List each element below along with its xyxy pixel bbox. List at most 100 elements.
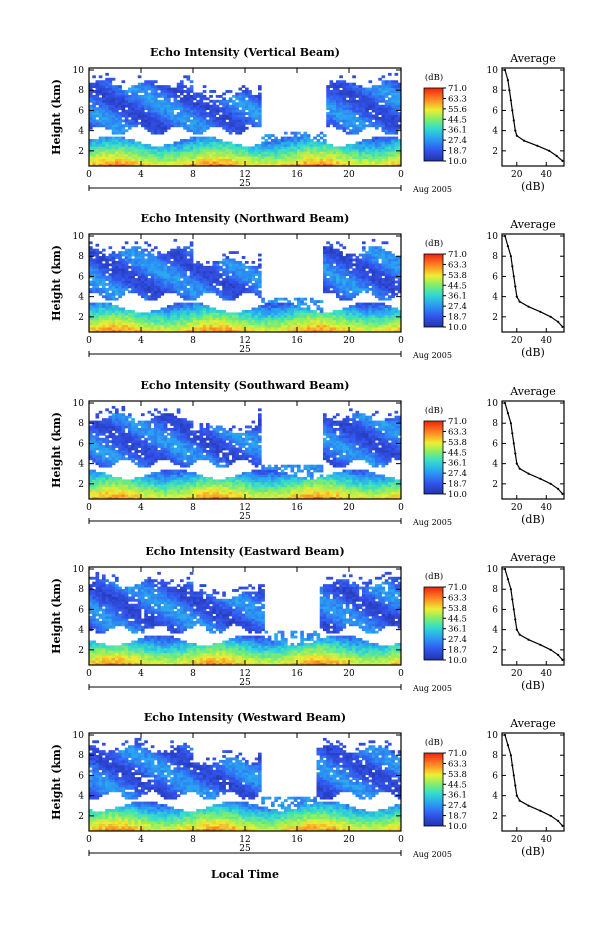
average-y-tick: 4 (492, 293, 498, 303)
colorbar-level: 10.0 (448, 157, 467, 167)
average-x-tick: 20 (511, 835, 523, 845)
average-frame (502, 733, 564, 831)
colorbar-level: 44.5 (448, 281, 467, 291)
average-point (539, 810, 541, 812)
y-tick-label: 6 (78, 106, 84, 116)
average-point (557, 654, 559, 656)
x-tick-label: 16 (291, 503, 303, 513)
average-y-tick: 8 (492, 86, 498, 96)
average-x-label: (dB) (521, 679, 545, 692)
colorbar-level: 63.3 (448, 593, 467, 603)
average-x-label: (dB) (521, 180, 545, 193)
colorbar-level: 27.4 (448, 801, 467, 811)
average-profile-line (505, 569, 563, 660)
x-tick-label: 8 (190, 170, 196, 180)
average-x-tick: 40 (541, 170, 553, 180)
average-point (507, 744, 509, 746)
average-point (528, 639, 530, 641)
average-title: Average (509, 52, 556, 65)
average-point (561, 326, 563, 328)
date-label: Aug 2005 (412, 185, 452, 194)
colorbar-level: 18.7 (448, 812, 467, 822)
average-point (561, 160, 563, 162)
panel-title: Echo Intensity (Northward Beam) (141, 212, 350, 225)
average-x-tick: 20 (511, 170, 523, 180)
y-tick-label: 6 (78, 272, 84, 282)
colorbar-level: 27.4 (448, 469, 467, 479)
heatmap-field (89, 572, 401, 665)
colorbar-level: 53.8 (448, 770, 467, 780)
average-y-tick: 6 (492, 272, 498, 282)
average-point (561, 659, 563, 661)
average-point (519, 301, 521, 303)
colorbar-level: 63.3 (448, 94, 467, 104)
average-x-label: (dB) (521, 513, 545, 526)
average-point (511, 109, 513, 111)
average-point (519, 468, 521, 470)
average-point (511, 432, 513, 434)
colorbar-level: 44.5 (448, 115, 467, 125)
average-point (523, 140, 525, 142)
x-tick-label: 0 (86, 170, 92, 180)
heatmap-field (89, 406, 401, 500)
average-x-tick: 20 (511, 336, 523, 346)
y-tick-label: 6 (78, 439, 84, 449)
x-tick-label: 16 (291, 336, 303, 346)
y-axis-label: Height (km) (50, 744, 63, 820)
colorbar-level: 63.3 (448, 427, 467, 437)
y-tick-label: 4 (78, 792, 84, 802)
average-y-tick: 2 (492, 812, 498, 822)
heatmap-field (89, 239, 401, 333)
colorbar (424, 421, 443, 494)
beam-panel: Echo Intensity (Northward Beam)Height (k… (50, 212, 564, 360)
x-tick-label: 16 (291, 669, 303, 679)
colorbar-level: 36.1 (448, 791, 467, 801)
colorbar-level: 53.8 (448, 438, 467, 448)
day-label: 25 (239, 512, 251, 522)
average-frame (502, 401, 564, 499)
beam-panel: Echo Intensity (Vertical Beam)Height (km… (50, 46, 564, 194)
average-y-tick: 6 (492, 439, 498, 449)
y-tick-label: 2 (78, 812, 84, 822)
average-y-tick: 6 (492, 605, 498, 615)
average-x-label: (dB) (521, 845, 545, 858)
x-tick-label: 4 (138, 503, 144, 513)
colorbar-level: 36.1 (448, 625, 467, 635)
y-axis-label: Height (km) (50, 412, 63, 488)
average-point (548, 150, 550, 152)
panel-title: Echo Intensity (Westward Beam) (144, 711, 346, 724)
average-y-tick: 8 (492, 419, 498, 429)
average-point (513, 608, 515, 610)
average-point (504, 568, 506, 570)
average-y-tick: 10 (487, 232, 499, 242)
average-point (557, 820, 559, 822)
y-tick-label: 4 (78, 293, 84, 303)
average-y-tick: 2 (492, 646, 498, 656)
beam-panel: Echo Intensity (Eastward Beam)Height (km… (50, 545, 564, 693)
y-tick-label: 8 (78, 419, 84, 429)
average-point (528, 473, 530, 475)
y-tick-label: 2 (78, 480, 84, 490)
date-label: Aug 2005 (412, 684, 452, 693)
y-axis-label: Height (km) (50, 79, 63, 155)
average-point (528, 306, 530, 308)
y-tick-label: 10 (73, 399, 85, 409)
average-point (516, 629, 518, 631)
heatmap-field (89, 738, 401, 831)
average-y-tick: 4 (492, 460, 498, 470)
average-point (508, 89, 510, 91)
average-point (519, 800, 521, 802)
colorbar-unit: (dB) (425, 238, 443, 249)
average-point (513, 119, 515, 121)
x-tick-label: 8 (190, 835, 196, 845)
colorbar-level: 36.1 (448, 292, 467, 302)
x-tick-label: 4 (138, 170, 144, 180)
average-point (528, 805, 530, 807)
colorbar-level: 44.5 (448, 448, 467, 458)
average-y-tick: 8 (492, 751, 498, 761)
average-point (557, 488, 559, 490)
colorbar-level: 71.0 (448, 583, 467, 593)
x-tick-label: 8 (190, 503, 196, 513)
